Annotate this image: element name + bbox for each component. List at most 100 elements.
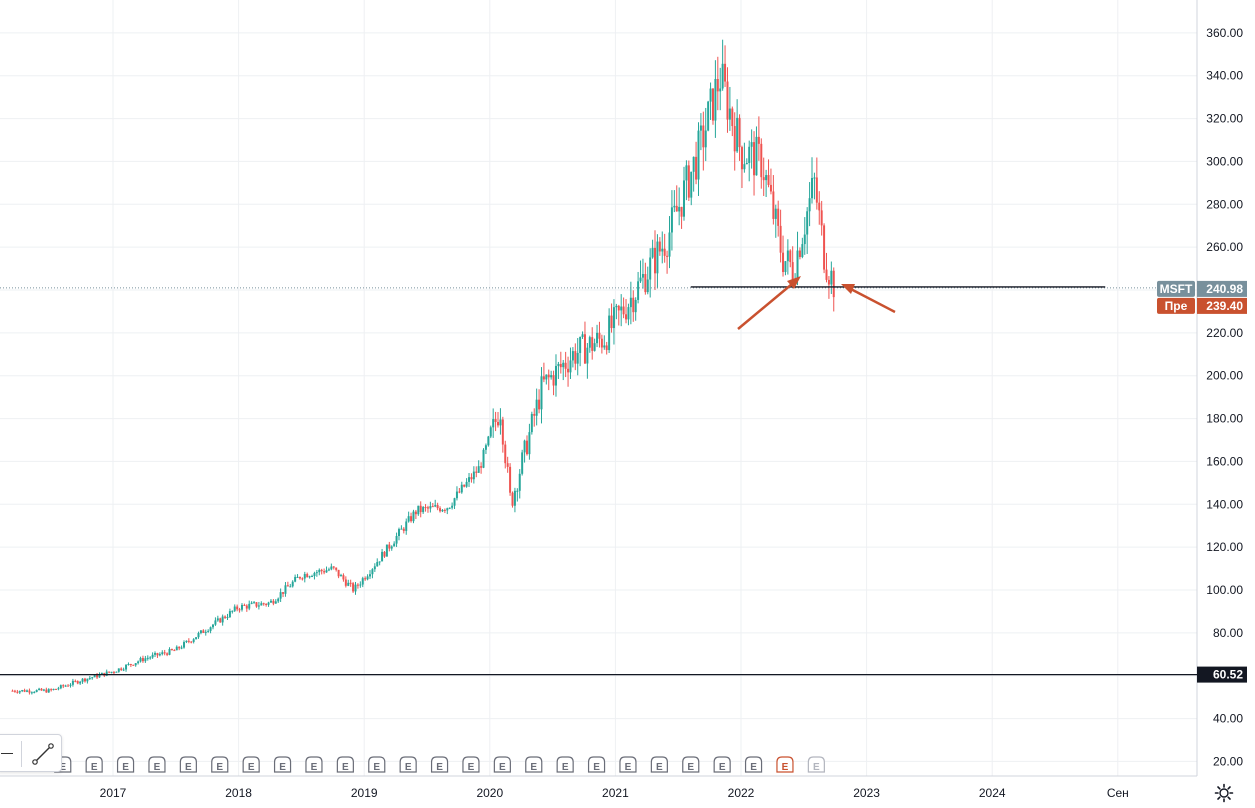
earnings-marker[interactable]: E [211,756,229,773]
candle-body [830,270,833,285]
arrow-annotations[interactable] [737,276,896,330]
earnings-marker[interactable]: E [336,756,354,773]
earnings-marker[interactable]: E [242,756,260,773]
candle-body [175,646,178,651]
minus-icon[interactable] [1,753,13,754]
candle-body [236,606,239,610]
candle-body [550,375,553,378]
candle-body [192,639,195,642]
candle-body [745,162,748,165]
arrow-right[interactable] [844,284,896,314]
candle-body [129,664,132,666]
candle-body [219,618,222,623]
candle-body [325,570,328,573]
candle-body [716,78,719,92]
candle-body [762,177,765,181]
candle-body [221,616,224,623]
candle-body [96,674,99,678]
earnings-marker[interactable]: E [619,756,637,773]
earnings-marker[interactable]: E [807,756,825,773]
candle-body [173,650,176,652]
candle-body [649,257,652,280]
candle-body [629,297,632,308]
candle-body [654,247,657,274]
earnings-marker[interactable]: E [430,756,449,773]
candle-body [772,191,775,219]
earnings-marker[interactable]: E [179,756,197,773]
earnings-marker[interactable]: E [399,756,417,773]
drawing-toolbar[interactable] [0,734,62,772]
earnings-label: E [656,762,663,773]
arrow-left[interactable] [737,278,799,330]
candle-body [639,277,642,282]
earnings-marker[interactable]: E [85,756,103,773]
price-axis[interactable]: 360.00 340.00 320.00 300.00 280.00 260.00 240.… [1206,26,1243,769]
candle-body [267,602,270,605]
candle-body [422,507,425,513]
candle-body [359,584,362,586]
earnings-marker[interactable]: E [650,756,668,773]
candle-body [600,338,603,348]
earnings-label: E [499,762,506,773]
earnings-marker[interactable]: E [713,756,731,773]
earnings-label: E [562,762,569,773]
candle-body [576,352,579,364]
candle-body [808,198,811,212]
candle-body [726,81,729,120]
earnings-marker[interactable]: E [525,756,543,773]
candle-body [637,281,640,300]
candle-body [38,688,41,691]
earnings-marker[interactable]: E [493,756,511,773]
candle-body [30,692,33,694]
candle-body [697,130,700,180]
earnings-marker[interactable]: E [273,756,292,773]
candle-body [110,671,113,673]
candle-body [332,566,335,568]
candle-body [50,689,53,691]
candle-body [666,255,669,257]
candle-body [806,211,809,235]
candle-body [216,618,219,621]
price-tick-label: 160.00 [1206,454,1243,468]
candle-body [410,516,413,522]
price-tick-label: 100.00 [1206,583,1243,597]
candle-body [54,688,57,690]
candle-body [724,63,727,82]
candle-body [376,562,379,567]
earnings-marker[interactable]: E [776,756,794,773]
earnings-label: E [91,762,98,773]
candle-body [443,509,446,511]
earnings-marker[interactable]: E [305,756,323,773]
candle-body [277,598,280,602]
earnings-marker[interactable]: E [587,756,606,773]
candle-body [533,413,536,416]
candle-body [35,690,38,692]
candle-body [825,269,828,280]
candle-body [313,573,316,577]
earnings-marker[interactable]: E [148,756,166,773]
candle-body [373,566,376,570]
candle-body [523,440,526,453]
candle-body [137,661,140,664]
candle-body [163,652,166,654]
earnings-marker[interactable]: E [116,756,135,773]
candle-body [663,248,666,256]
earnings-marker[interactable]: E [556,756,574,773]
price-tick-label: 40.00 [1213,712,1243,726]
earnings-marker[interactable]: E [462,756,480,773]
earnings-marker[interactable]: E [368,756,386,773]
candle-body [651,247,654,258]
candle-body [400,528,403,530]
candle-body [303,574,306,579]
gear-icon[interactable] [1213,782,1235,804]
time-axis[interactable]: 2017 2018 2019 2020 2021 2022 2023 2024 Сен [100,786,1129,800]
candle-body [57,688,60,690]
candle-body [395,535,398,544]
earnings-marker[interactable]: E [682,756,700,773]
candle-body [569,360,572,373]
earnings-marker[interactable]: E [744,756,763,773]
horizontal-lines[interactable] [0,286,1197,676]
trend-line-icon[interactable] [29,740,57,768]
